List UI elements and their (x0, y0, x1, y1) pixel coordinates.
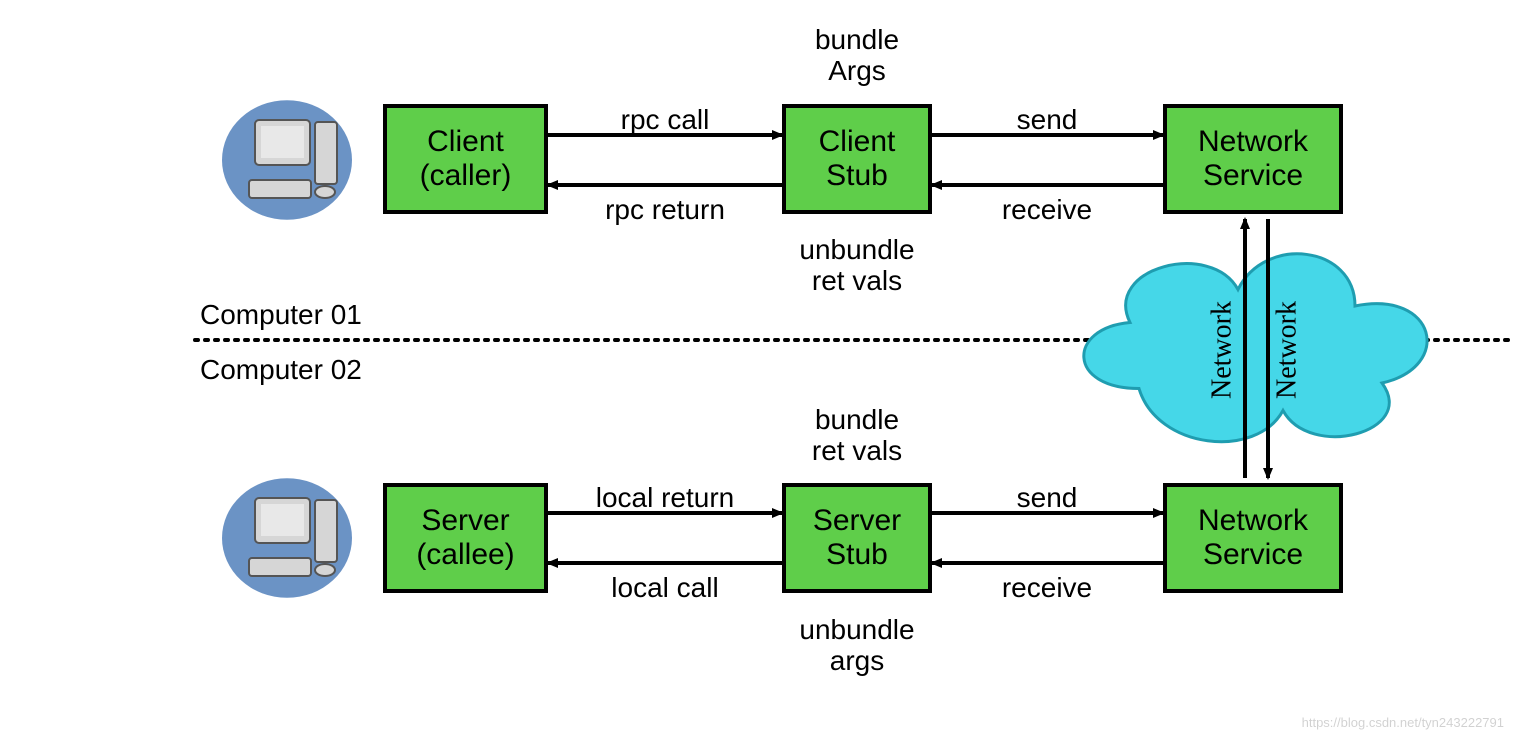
node-server-callee: Server (callee) (383, 483, 548, 593)
annotation-unbundle-retvals: unbundle ret vals (737, 235, 977, 297)
computer-icon (222, 100, 352, 220)
section-label-bottom: Computer 02 (200, 355, 362, 386)
edge-label-rpc-call: rpc call (565, 105, 765, 136)
node-client-stub: Client Stub (782, 104, 932, 214)
annotation-unbundle-args: unbundle args (737, 615, 977, 677)
edge-label-send-top: send (947, 105, 1147, 136)
edge-label-rpc-return: rpc return (565, 195, 765, 226)
node-net-svc-top: Network Service (1163, 104, 1343, 214)
computer-icon (222, 478, 352, 598)
edge-label-send-bot: send (947, 483, 1147, 514)
section-label-top: Computer 01 (200, 300, 362, 331)
node-net-svc-bottom: Network Service (1163, 483, 1343, 593)
annotation-bundle-retvals: bundle ret vals (737, 405, 977, 467)
annotation-bundle-args: bundle Args (737, 25, 977, 87)
node-server-stub: Server Stub (782, 483, 932, 593)
network-cloud (1084, 254, 1427, 442)
cloud-label-0: Network (1206, 301, 1237, 399)
edge-label-receive-bot: receive (947, 573, 1147, 604)
edge-label-receive-top: receive (947, 195, 1147, 226)
edge-label-local-return: local return (565, 483, 765, 514)
cloud-label-1: Network (1271, 301, 1302, 399)
watermark: https://blog.csdn.net/tyn243222791 (1302, 715, 1504, 730)
edge-label-local-call: local call (565, 573, 765, 604)
node-client-caller: Client (caller) (383, 104, 548, 214)
